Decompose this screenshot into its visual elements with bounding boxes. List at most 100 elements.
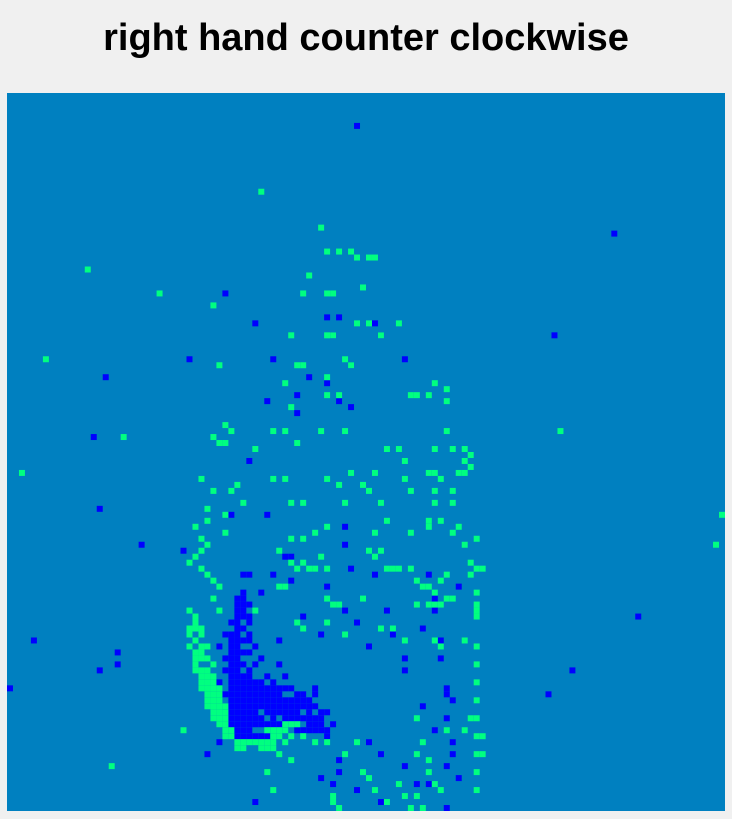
negative-event-cell <box>234 655 241 662</box>
positive-event-cell <box>383 565 390 572</box>
positive-event-cell <box>240 745 247 752</box>
negative-event-cell <box>252 709 259 716</box>
negative-event-cell <box>276 637 283 644</box>
positive-event-cell <box>300 290 307 297</box>
negative-event-cell <box>431 595 438 602</box>
negative-event-cell <box>234 607 241 614</box>
negative-event-cell <box>258 589 265 596</box>
negative-event-cell <box>425 781 432 788</box>
positive-event-cell <box>210 697 217 704</box>
negative-event-cell <box>234 613 241 620</box>
positive-event-cell <box>324 565 331 572</box>
negative-event-cell <box>252 799 259 806</box>
negative-event-cell <box>300 697 307 704</box>
negative-event-cell <box>246 631 253 638</box>
positive-event-cell <box>222 727 229 734</box>
positive-event-cell <box>210 302 217 309</box>
positive-event-cell <box>377 547 384 554</box>
positive-event-cell <box>222 733 229 740</box>
positive-event-cell <box>276 583 283 590</box>
positive-event-cell <box>342 356 349 363</box>
negative-event-cell <box>258 703 265 710</box>
negative-event-cell <box>330 781 337 788</box>
negative-event-cell <box>240 595 247 602</box>
positive-event-cell <box>288 757 295 764</box>
negative-event-cell <box>336 398 343 405</box>
negative-event-cell <box>246 697 253 704</box>
positive-event-cell <box>371 469 378 476</box>
positive-event-cell <box>276 727 283 734</box>
positive-event-cell <box>300 535 307 542</box>
positive-event-cell <box>330 601 337 608</box>
positive-event-cell <box>234 739 241 746</box>
negative-event-cell <box>282 703 289 710</box>
negative-event-cell <box>342 607 349 614</box>
positive-event-cell <box>467 715 474 722</box>
negative-event-cell <box>377 751 384 758</box>
positive-event-cell <box>425 601 432 608</box>
negative-event-cell <box>312 703 319 710</box>
negative-event-cell <box>228 697 235 704</box>
positive-event-cell <box>437 475 444 482</box>
positive-event-cell <box>228 487 235 494</box>
positive-event-cell <box>252 607 259 614</box>
negative-event-cell <box>234 733 241 740</box>
positive-event-cell <box>192 655 199 662</box>
negative-event-cell <box>234 685 241 692</box>
negative-event-cell <box>246 619 253 626</box>
negative-event-cell <box>276 703 283 710</box>
negative-event-cell <box>270 709 277 716</box>
negative-event-cell <box>294 703 301 710</box>
negative-event-cell <box>234 715 241 722</box>
negative-event-cell <box>228 691 235 698</box>
positive-event-cell <box>288 499 295 506</box>
negative-event-cell <box>282 715 289 722</box>
negative-event-cell <box>252 733 259 740</box>
positive-event-cell <box>366 775 372 782</box>
positive-event-cell <box>198 475 205 482</box>
negative-event-cell <box>270 571 277 578</box>
positive-event-cell <box>234 481 241 488</box>
positive-event-cell <box>443 386 450 393</box>
negative-event-cell <box>246 727 253 734</box>
negative-event-cell <box>258 733 265 740</box>
negative-event-cell <box>216 679 223 686</box>
positive-event-cell <box>473 733 480 740</box>
negative-event-cell <box>401 763 408 770</box>
negative-event-cell <box>228 721 235 728</box>
positive-event-cell <box>473 601 480 608</box>
negative-event-cell <box>282 697 289 704</box>
negative-event-cell <box>228 709 235 716</box>
positive-event-cell <box>449 499 456 506</box>
negative-event-cell <box>312 691 319 698</box>
positive-event-cell <box>204 667 211 674</box>
positive-event-cell <box>210 661 217 668</box>
negative-event-cell <box>419 703 426 710</box>
negative-event-cell <box>222 290 229 297</box>
positive-event-cell <box>324 332 331 339</box>
positive-event-cell <box>431 637 438 644</box>
negative-event-cell <box>324 583 331 590</box>
positive-event-cell <box>186 631 193 638</box>
negative-event-cell <box>318 709 325 716</box>
negative-event-cell <box>30 637 37 644</box>
negative-event-cell <box>240 589 247 596</box>
positive-event-cell <box>713 541 720 548</box>
positive-event-cell <box>348 248 355 255</box>
positive-event-cell <box>395 446 402 452</box>
positive-event-cell <box>270 733 277 740</box>
negative-event-cell <box>294 697 301 704</box>
negative-event-cell <box>270 356 277 363</box>
negative-event-cell <box>258 715 265 722</box>
positive-event-cell <box>473 751 480 758</box>
positive-event-cell <box>371 553 378 560</box>
positive-event-cell <box>246 739 253 746</box>
negative-event-cell <box>264 709 271 716</box>
negative-event-cell <box>258 697 265 704</box>
negative-event-cell <box>354 619 361 626</box>
positive-event-cell <box>473 607 480 614</box>
positive-event-cell <box>198 655 205 662</box>
positive-event-cell <box>443 428 450 435</box>
positive-event-cell <box>216 583 223 590</box>
positive-event-cell <box>222 709 229 716</box>
